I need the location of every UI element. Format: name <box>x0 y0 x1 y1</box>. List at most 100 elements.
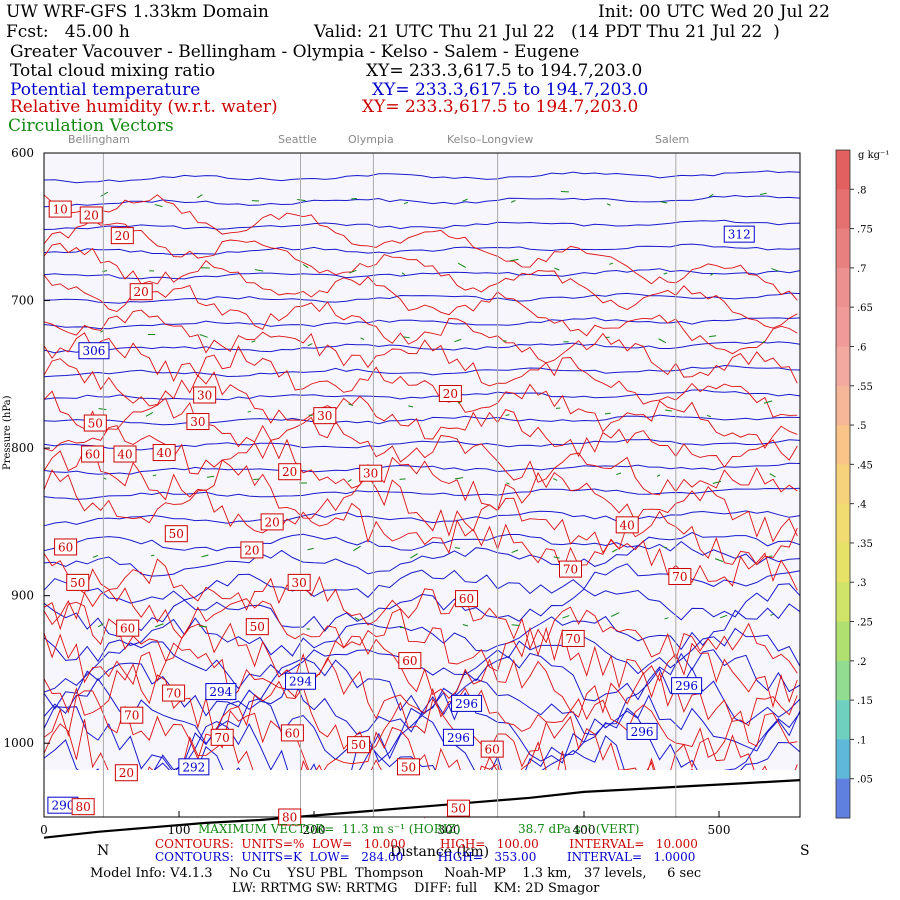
circulation-vector <box>403 336 410 339</box>
field-label-theta: Potential temperature <box>10 80 201 100</box>
rh-label-box <box>278 808 302 826</box>
rh-label: 60 <box>459 592 474 606</box>
theta-contour <box>43 389 801 401</box>
rh-label-box <box>347 736 371 754</box>
circulation-vector <box>553 556 560 559</box>
rh-label-box <box>359 464 383 482</box>
rh-label: 70 <box>563 563 578 577</box>
theta-contour <box>43 487 801 500</box>
rh-label: 40 <box>620 518 635 532</box>
colorbar-tick-label: .75 <box>857 225 873 236</box>
rh-label: 70 <box>215 731 230 745</box>
circulation-vector <box>511 624 520 626</box>
colorbar-tick-label: .65 <box>857 303 873 314</box>
colorbar-tick-label: .8 <box>857 185 867 196</box>
theta-label: 312 <box>728 228 751 242</box>
x-tick-label: 0 <box>40 823 48 837</box>
theta-contour <box>43 292 801 304</box>
circulation-vector <box>150 554 155 557</box>
city-lines <box>102 153 677 817</box>
rh-label: 20 <box>443 387 458 401</box>
rh-label-box <box>438 385 462 403</box>
rh-label-box <box>114 764 138 782</box>
colorbar-segment <box>836 307 850 347</box>
rh-label: 50 <box>351 738 366 752</box>
circulation-vector <box>154 204 163 208</box>
circulation-vector <box>712 480 722 484</box>
theta-label-box <box>451 694 483 712</box>
colorbar-frame <box>835 149 851 819</box>
rh-label: 30 <box>292 576 307 590</box>
rh-contour <box>43 587 798 709</box>
rh-label: 20 <box>134 285 149 299</box>
rh-label: 20 <box>282 465 297 479</box>
circulation-vector <box>297 199 306 202</box>
circulation-vector <box>98 407 107 411</box>
theta-contour <box>43 219 801 230</box>
rh-label: 70 <box>166 687 181 701</box>
circulation-vector <box>247 410 251 413</box>
y-tick-label: 600 <box>11 146 34 160</box>
colorbar-segment <box>836 739 850 780</box>
valid-time: Valid: 21 UTC Thu 21 Jul 22 (14 PDT Thu … <box>314 22 780 42</box>
field-xy-rh: XY= 233.3,617.5 to 194.7,203.0 <box>362 97 639 117</box>
theta-label: 296 <box>447 731 470 745</box>
circulation-vector <box>199 334 208 338</box>
circulation-vector <box>510 199 516 203</box>
theta-label: 296 <box>631 725 654 739</box>
city-label-olympia: Olympia <box>348 133 394 146</box>
circulation-vector <box>307 547 314 551</box>
theta-contour <box>43 462 801 475</box>
circulation-vector <box>604 412 611 415</box>
theta-label-box <box>671 677 703 695</box>
rh-contour <box>43 601 798 727</box>
circulation-vector <box>656 474 661 477</box>
rh-label-box <box>210 728 234 746</box>
colorbar-segment <box>836 503 850 544</box>
circulation-vector <box>658 338 667 344</box>
x-tick-label: 100 <box>168 823 191 837</box>
circulation-vector <box>410 553 418 559</box>
rh-label-box <box>278 463 302 481</box>
colorbar-tick-label: .05 <box>857 775 873 786</box>
circulation-vector <box>769 473 776 478</box>
rh-label-box <box>71 798 95 816</box>
rh-label: 40 <box>117 448 132 462</box>
rh-label: 50 <box>169 527 184 541</box>
plot-frame <box>43 152 801 818</box>
footer-max-vector: MAXIMUM VECTOR= 11.3 m s⁻¹ (HORIZ) <box>198 822 461 836</box>
theta-contour <box>43 341 801 354</box>
theta-label-box <box>205 683 237 701</box>
circulation-vector <box>462 624 469 627</box>
circulation-vector <box>349 269 357 274</box>
x-tick-label: 300 <box>438 823 461 837</box>
circulation-vector <box>663 272 668 275</box>
colorbar-segment <box>836 228 850 269</box>
x-tick-label: 400 <box>573 823 596 837</box>
theta-contour <box>43 414 801 426</box>
colorbar-segment <box>836 150 850 190</box>
rh-label: 40 <box>157 446 172 460</box>
rh-label-box <box>116 619 140 637</box>
rh-label: 70 <box>566 632 581 646</box>
circulation-vector <box>714 558 724 563</box>
rh-label-box <box>245 618 269 636</box>
colorbar-tick-label: .4 <box>857 500 867 511</box>
rh-contour <box>43 242 798 355</box>
circulation-vector <box>706 414 712 418</box>
circulation-vector <box>554 267 560 271</box>
circulation-vector <box>254 269 264 272</box>
region-title: Greater Vacouver - Bellingham - Olympia … <box>10 42 580 62</box>
footer-theta-contours: CONTOURS: UNITS=K LOW= 284.00 HIGH= 353.… <box>155 850 696 864</box>
theta-label-box <box>78 342 110 360</box>
theta-label: 296 <box>455 697 478 711</box>
rh-label-box <box>66 573 90 591</box>
rh-contour <box>43 632 798 758</box>
rh-label: 70 <box>124 709 139 723</box>
colorbar-tick-label: .6 <box>857 342 867 353</box>
circulation-vector <box>462 198 468 202</box>
rh-label: 60 <box>120 622 135 636</box>
rh-contour <box>43 274 798 384</box>
rh-label-box <box>186 413 210 431</box>
